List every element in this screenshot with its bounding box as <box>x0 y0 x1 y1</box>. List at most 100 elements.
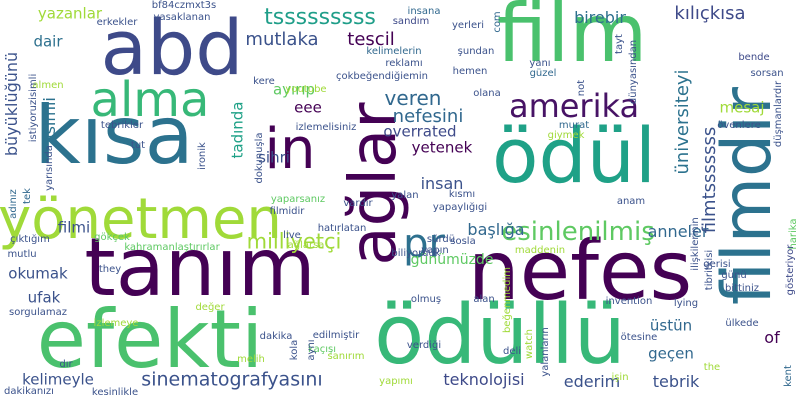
word: ayırıp <box>272 80 316 99</box>
word: erkekler <box>96 17 138 28</box>
word: alma <box>90 72 210 128</box>
word: ufak <box>27 288 61 307</box>
word: verdiği <box>406 340 442 351</box>
word: kahramanlaştırırlar <box>124 242 220 253</box>
word: sinematografyasını <box>141 368 323 391</box>
word: com <box>492 11 503 33</box>
word: anneler <box>647 222 709 241</box>
word: eee <box>294 98 322 117</box>
word: dünyasından <box>628 39 639 105</box>
word: dair <box>33 32 63 51</box>
word: biliyorduk <box>391 248 441 259</box>
word: dakikanızı <box>4 386 54 397</box>
word: they <box>98 264 122 275</box>
word: çıktığım <box>10 234 50 245</box>
word: alan <box>473 294 495 305</box>
word: abd <box>100 3 244 92</box>
word: sorgulamaz <box>9 307 67 318</box>
word: sürdü <box>426 234 456 245</box>
word: watch <box>524 328 535 360</box>
word: ödüllü <box>374 288 626 383</box>
word: güzel <box>529 68 557 79</box>
word: kelimeyle <box>22 370 94 389</box>
word: sorsan <box>750 68 784 79</box>
word: yalan <box>391 190 419 201</box>
word: yetenek <box>411 138 473 157</box>
word: hemen <box>452 66 488 77</box>
word: edilmiştir <box>312 330 360 341</box>
word: izlemelisiniz <box>295 122 357 133</box>
word: sandım <box>392 16 430 27</box>
word: invention <box>605 296 653 307</box>
word: tibritkisi <box>704 249 715 291</box>
word: melih <box>237 354 265 365</box>
word: isimli <box>40 97 59 139</box>
word: yerleri <box>451 20 485 31</box>
word: of <box>764 328 780 347</box>
word: dokunuşla <box>254 132 265 184</box>
word: gökçek <box>94 232 130 243</box>
word: live <box>283 230 301 241</box>
word: okumak <box>8 264 68 283</box>
word: tsssssssss <box>264 5 376 30</box>
word: büyüklüğünü <box>2 51 21 157</box>
word: anam <box>616 196 646 207</box>
word: mutlaka <box>245 29 319 50</box>
word: nefesini <box>392 106 464 127</box>
word: giymek <box>547 130 585 141</box>
word: sihri <box>258 148 290 167</box>
word: murat <box>558 120 590 131</box>
word: film <box>496 0 648 80</box>
word: ülkede <box>725 318 759 329</box>
word: tek <box>22 188 33 204</box>
word: kola <box>289 339 300 361</box>
word: kesinlikle <box>91 387 139 398</box>
word: tanım <box>84 221 316 314</box>
word: yapımı <box>379 376 413 387</box>
word: esinlenilmiş <box>501 217 655 247</box>
word: mutlu <box>7 249 37 260</box>
word: bende <box>738 52 770 63</box>
word: amerika <box>508 87 640 125</box>
word: pr <box>403 221 445 267</box>
word: tescil <box>347 29 395 50</box>
word: aynı <box>306 339 317 361</box>
word: reklamı <box>385 58 423 69</box>
word: efekti <box>36 293 264 386</box>
word: in <box>264 117 316 182</box>
word: birebir <box>574 8 626 27</box>
word: hatırlatan <box>317 223 367 234</box>
word: dakika <box>259 331 293 342</box>
word: olana <box>473 88 501 99</box>
word: yaparsanız <box>270 194 326 205</box>
word: yapın <box>421 245 449 256</box>
word: insan <box>420 174 464 193</box>
word: kılıçkısa <box>674 3 746 24</box>
word: kaçışı <box>307 344 337 355</box>
word: kısa <box>34 89 194 182</box>
word: izlemeye <box>93 318 139 329</box>
word: tebrik <box>652 372 700 391</box>
word: bf84czmxt3s <box>151 0 217 11</box>
word: üstün <box>649 316 693 335</box>
word: maddenin <box>514 245 566 256</box>
word: filmtsssssss <box>699 126 720 234</box>
word: sanırım <box>327 351 365 362</box>
word: filmi <box>57 218 91 237</box>
word: yalanların <box>540 327 551 377</box>
word: gerisi <box>703 259 731 270</box>
word: günü <box>721 270 747 281</box>
word: yarısında <box>44 145 55 191</box>
word: almen <box>32 80 64 91</box>
word: işin <box>611 372 629 383</box>
word: vardır <box>343 198 373 209</box>
word: başlığa <box>467 220 525 239</box>
word: yönetmen <box>0 187 282 252</box>
word: günümüzde <box>410 252 494 268</box>
word: gösteriyor <box>785 244 796 296</box>
word: adınız <box>8 189 19 219</box>
word: ağlarsa <box>287 240 325 251</box>
word: değer <box>195 302 225 313</box>
word: ötesine <box>620 332 658 343</box>
